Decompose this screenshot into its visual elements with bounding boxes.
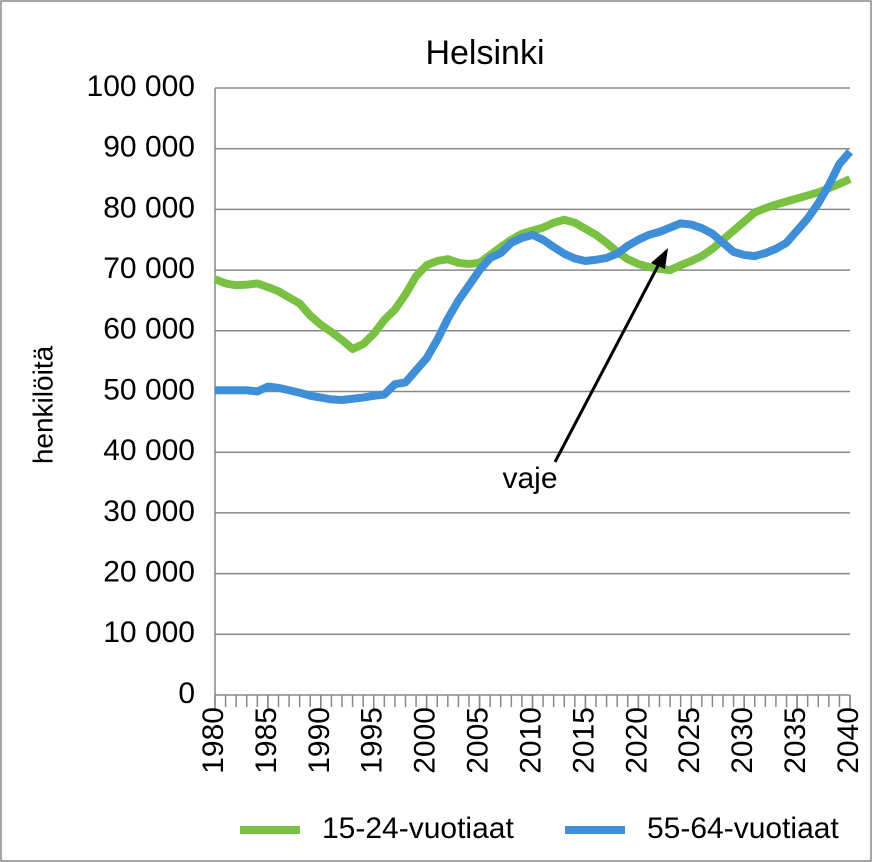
x-tick-label: 2030 (726, 707, 759, 774)
x-tick-label: 1980 (197, 707, 230, 774)
x-tick-label: 2035 (779, 707, 812, 774)
y-tick-label: 70 000 (103, 252, 195, 285)
y-axis-label: henkilöitä (27, 345, 58, 464)
x-tick-label: 1995 (356, 707, 389, 774)
y-tick-label: 50 000 (103, 373, 195, 406)
plot-area: 0 10 000 20 000 30 000 40 000 50 000 60 000 70 … (87, 70, 865, 845)
y-tick-label: 100 000 (87, 70, 195, 103)
x-tick-label: 1985 (250, 707, 283, 774)
y-tick-label: 40 000 (103, 434, 195, 467)
y-tick-label: 60 000 (103, 313, 195, 346)
series-line (215, 149, 854, 404)
x-tick-label: 2025 (673, 707, 706, 774)
legend-label: 15-24-vuotiaat (322, 812, 514, 845)
y-tick-label: 80 000 (103, 191, 195, 224)
chart-title: Helsinki (425, 34, 544, 72)
y-tick-label: 30 000 (103, 495, 195, 528)
x-tick-label: 2000 (409, 707, 442, 774)
x-tick-label: 2020 (620, 707, 653, 774)
y-tick-label: 90 000 (103, 131, 195, 164)
series-line (213, 175, 852, 354)
annotation-arrow (553, 261, 662, 463)
x-tick-label: 1990 (303, 707, 336, 774)
arrow-head (651, 248, 668, 269)
y-tick-label: 10 000 (103, 616, 195, 649)
x-tick-label: 2010 (514, 707, 547, 774)
annotation: vaje (502, 462, 557, 495)
y-tick-label: 20 000 (103, 556, 195, 589)
legend-label: 55-64-vuotiaat (647, 812, 839, 845)
y-tick-label: 0 (178, 677, 195, 710)
x-tick-label: 2015 (567, 707, 600, 774)
x-tick-label: 2040 (832, 707, 865, 774)
x-tick-label: 2005 (462, 707, 495, 774)
